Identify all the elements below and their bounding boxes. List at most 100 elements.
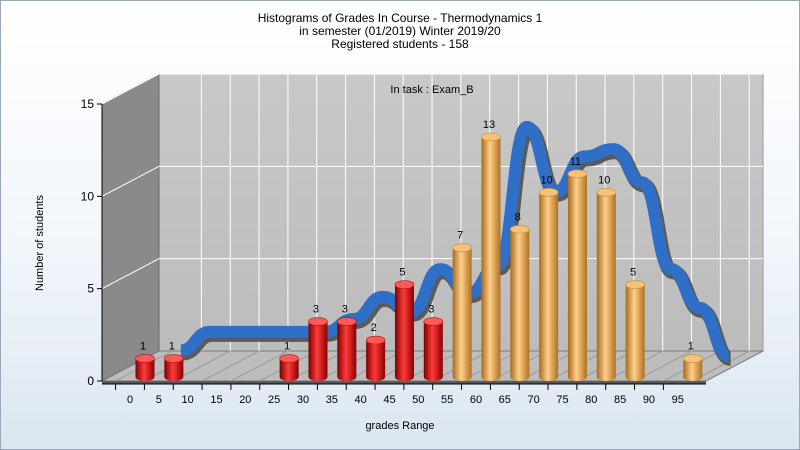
data-label-45: 5 [399, 267, 405, 279]
bar-95 [682, 354, 703, 381]
data-label-55: 7 [457, 230, 463, 242]
task-annotation: In task : Exam_B [390, 84, 473, 96]
data-label-70: 10 [541, 174, 553, 186]
bar-body [510, 229, 530, 381]
bar-0 [135, 354, 155, 381]
bar-body [539, 192, 559, 381]
bar-body [481, 136, 501, 381]
bar-70 [538, 188, 559, 381]
left-wall [101, 73, 160, 382]
x-tick-label-25: 25 [268, 394, 280, 406]
data-label-0: 1 [140, 341, 146, 353]
bar-85 [625, 280, 645, 381]
bar-body [394, 284, 414, 381]
floor-line [230, 350, 289, 382]
bar-top [135, 354, 155, 363]
bar-body [625, 284, 645, 381]
data-label-40: 2 [371, 322, 377, 334]
floor-line [201, 350, 260, 382]
data-label-35: 3 [342, 304, 348, 316]
bar-35 [337, 317, 357, 381]
bar-top [538, 188, 559, 197]
bar-top [308, 317, 328, 326]
x-tick-label-40: 40 [355, 394, 367, 406]
data-label-80: 10 [598, 174, 610, 186]
x-tick-label-80: 80 [585, 394, 597, 406]
x-tick-label-5: 5 [156, 394, 162, 406]
bar-top [394, 280, 415, 289]
chart-title-line-1: Histograms of Grades In Course - Thermod… [257, 11, 543, 25]
x-tick-label-30: 30 [297, 394, 309, 406]
x-tick-label-65: 65 [499, 394, 511, 406]
data-label-85: 5 [630, 267, 636, 279]
x-tick-label-20: 20 [239, 394, 251, 406]
x-tick-label-70: 70 [528, 394, 540, 406]
bar-body [135, 358, 155, 381]
x-tick-label-10: 10 [182, 394, 194, 406]
x-tick-label-0: 0 [127, 394, 133, 406]
data-label-50: 3 [428, 304, 434, 316]
y-tick-label-15: 15 [81, 97, 95, 111]
data-label-5: 1 [169, 341, 175, 353]
data-label-25: 1 [284, 341, 290, 353]
bar-top [337, 317, 357, 326]
bar-50 [423, 317, 444, 381]
bar-top [509, 224, 530, 234]
bar-40 [365, 335, 386, 381]
bar-body [567, 173, 587, 381]
x-tick-label-15: 15 [210, 394, 222, 406]
grid-line-side [101, 258, 160, 290]
y-tick-label-5: 5 [87, 282, 94, 296]
bar-65 [509, 224, 530, 381]
x-tick-label-95: 95 [672, 394, 684, 406]
bar-55 [452, 243, 472, 381]
bar-body [279, 358, 299, 381]
x-axis-label: grades Range [365, 420, 435, 432]
bar-top [164, 354, 184, 363]
floor-edge [102, 381, 706, 384]
x-tick-label-90: 90 [643, 394, 655, 406]
bar-45 [394, 280, 415, 381]
x-tick-label-60: 60 [470, 394, 482, 406]
bar-top [452, 243, 472, 253]
bar-top [365, 335, 386, 345]
bar-body [423, 321, 443, 381]
chart-title-line-3: Registered students - 158 [331, 37, 469, 51]
bar-top [481, 132, 501, 142]
bar-body [366, 340, 386, 381]
grid-line-side [101, 73, 160, 105]
bar-body [164, 358, 184, 381]
x-tick-label-55: 55 [441, 394, 453, 406]
bar-body [596, 192, 616, 381]
bar-80 [596, 188, 617, 381]
x-tick-label-50: 50 [412, 394, 424, 406]
y-tick-label-10: 10 [81, 189, 95, 203]
chart-title-line-2: in semester (01/2019) Winter 2019/20 [299, 24, 501, 38]
data-label-65: 8 [515, 211, 521, 223]
grid-line-side [101, 165, 160, 197]
bar-top [596, 188, 617, 197]
bar-60 [481, 132, 501, 381]
bar-top [279, 354, 299, 363]
x-tick-label-35: 35 [326, 394, 338, 406]
x-tick-label-75: 75 [556, 394, 568, 406]
bar-30 [308, 317, 328, 381]
x-tick-label-45: 45 [383, 394, 395, 406]
bar-75 [567, 169, 588, 381]
bar-top [682, 354, 703, 363]
bar-body [337, 321, 357, 381]
y-axis-label: Number of students [34, 195, 46, 291]
data-label-60: 13 [483, 119, 495, 131]
bar-body [308, 321, 328, 381]
bar-top [567, 169, 588, 179]
bar-25 [279, 354, 299, 381]
data-label-30: 3 [313, 304, 319, 316]
data-label-95: 1 [688, 341, 694, 353]
bar-5 [164, 354, 184, 381]
bar-body [683, 358, 703, 381]
x-tick-label-85: 85 [614, 394, 626, 406]
bar-top [625, 280, 645, 289]
data-label-75: 11 [570, 156, 581, 168]
y-tick-label-0: 0 [87, 374, 94, 388]
